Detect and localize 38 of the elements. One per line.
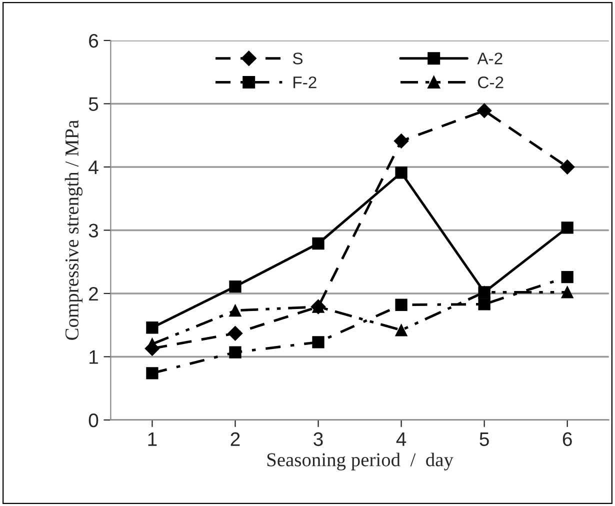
x-tick-label: 3 bbox=[314, 432, 323, 446]
y-tick-label: 6 bbox=[89, 34, 98, 48]
y-tick-label: 5 bbox=[88, 97, 98, 111]
x-tick-label: 4 bbox=[396, 432, 406, 446]
point bbox=[146, 322, 158, 334]
point bbox=[395, 324, 408, 336]
y-tick-label: 1 bbox=[90, 350, 98, 364]
y-tick-label: 0 bbox=[88, 413, 98, 428]
legend-label: C-2 bbox=[478, 76, 504, 88]
point bbox=[229, 304, 242, 317]
point bbox=[312, 336, 324, 348]
point bbox=[146, 338, 158, 350]
legend-label: F-2 bbox=[294, 76, 316, 88]
x-axis-title: Seasoning period / day bbox=[267, 452, 454, 470]
point bbox=[312, 237, 324, 250]
point bbox=[146, 367, 158, 380]
point bbox=[478, 298, 490, 310]
point bbox=[476, 103, 492, 118]
point bbox=[561, 222, 574, 234]
point bbox=[228, 326, 243, 341]
point bbox=[561, 286, 574, 298]
x-tick-label: 5 bbox=[480, 432, 489, 446]
y-tick-label: 2 bbox=[89, 286, 98, 301]
point bbox=[395, 166, 408, 179]
point bbox=[395, 298, 408, 311]
legend-label: S bbox=[292, 52, 303, 64]
point bbox=[394, 134, 409, 148]
point bbox=[560, 160, 575, 174]
y-tick-label: 4 bbox=[88, 160, 98, 174]
y-axis-title: Compressive strength / MPa bbox=[64, 120, 83, 340]
x-tick-label: 6 bbox=[562, 432, 572, 446]
point bbox=[229, 346, 242, 358]
point bbox=[229, 280, 242, 293]
legend-label: A-2 bbox=[477, 52, 502, 64]
x-tick-label: 1 bbox=[148, 432, 157, 446]
y-tick-label: 3 bbox=[88, 224, 98, 238]
x-tick-label: 2 bbox=[230, 432, 240, 446]
point bbox=[561, 270, 574, 284]
